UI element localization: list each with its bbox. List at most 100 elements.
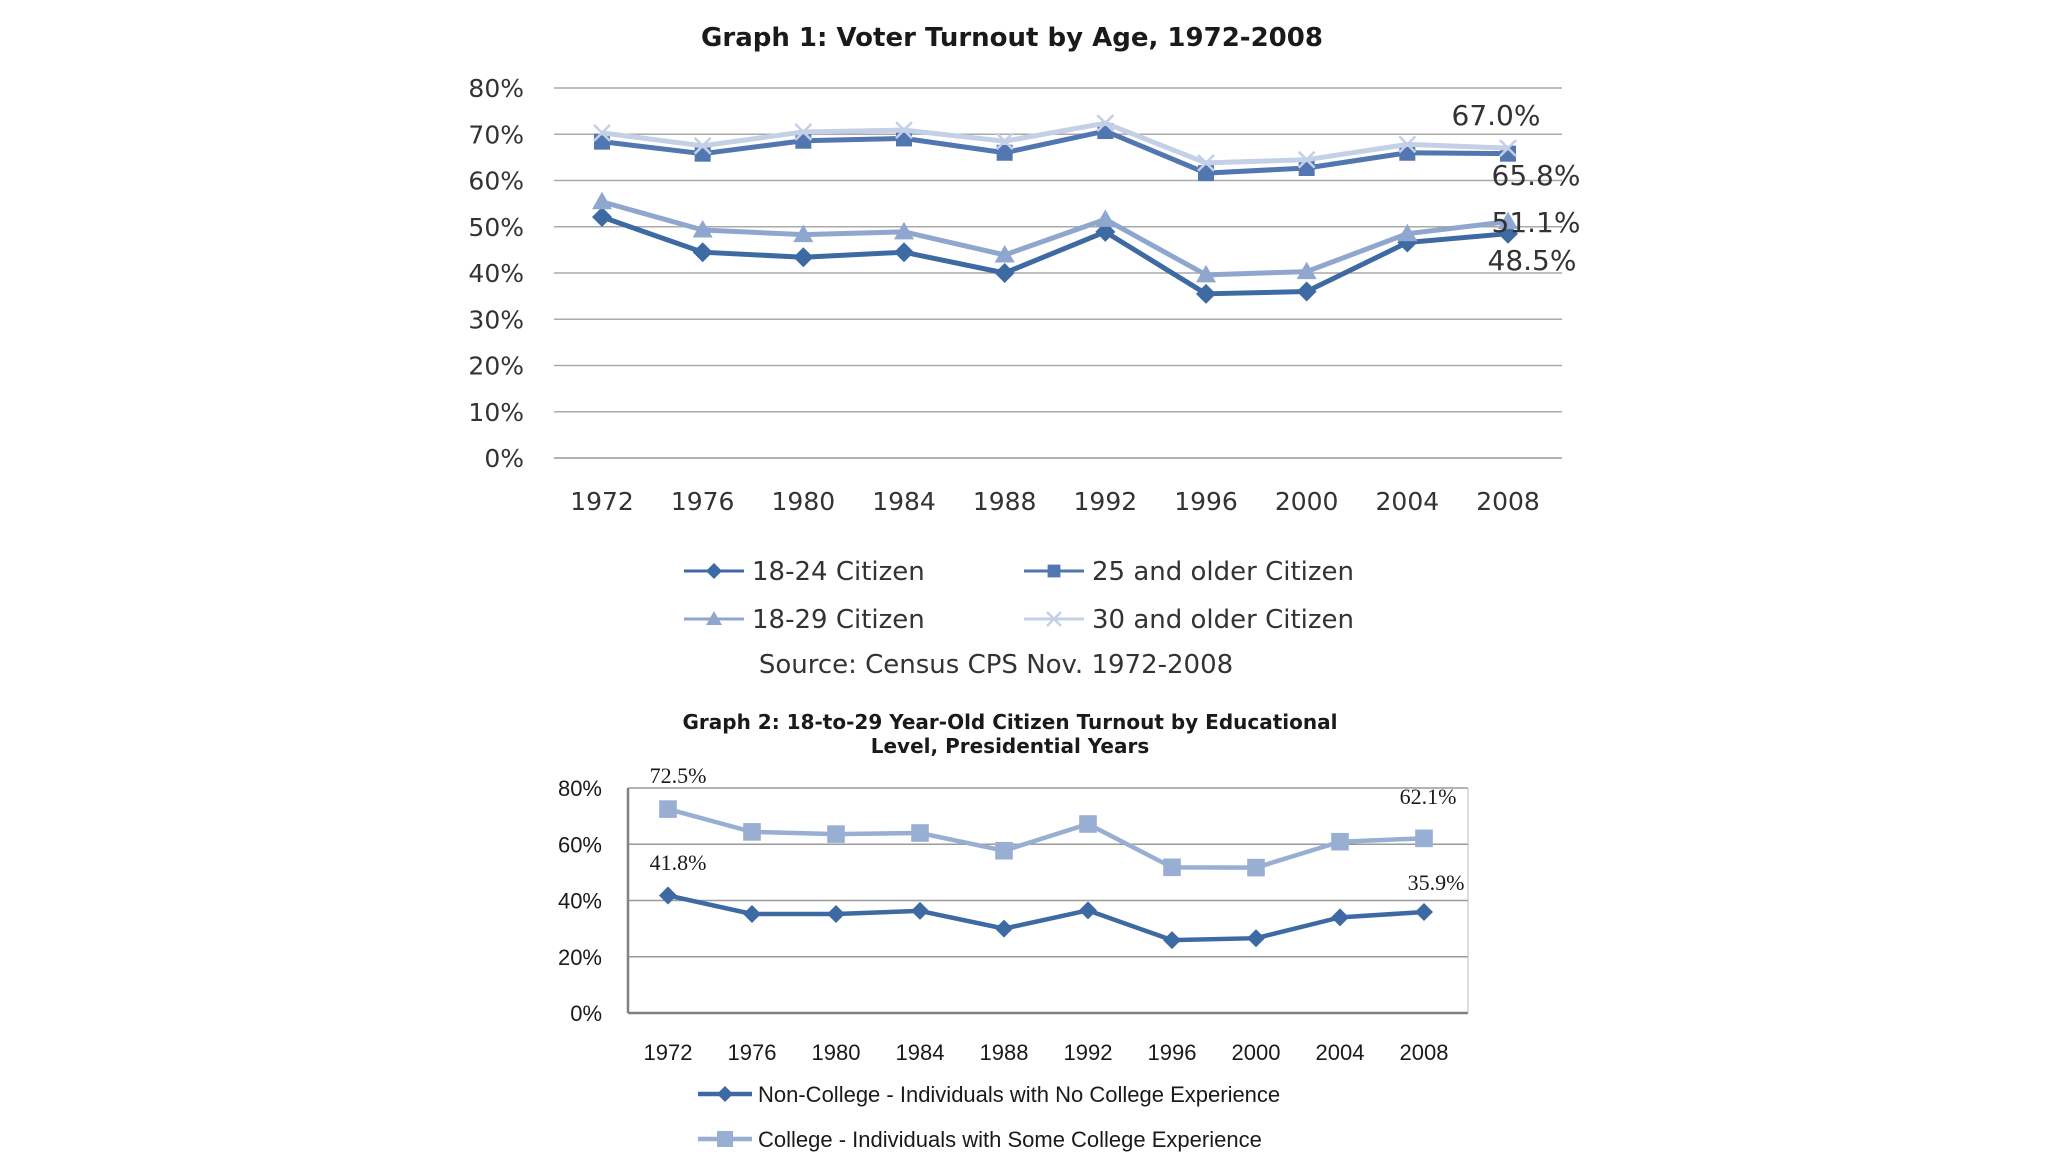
graph-1-y-tick: 70% [468, 120, 524, 149]
graph-1-series-line [601, 128, 1509, 176]
graph-2-x-tick: 1992 [1064, 1040, 1113, 1065]
graph-2: Graph 2: 18-to-29 Year-Old Citizen Turno… [558, 710, 1469, 1152]
graph-2-x-tick: 2008 [1400, 1040, 1449, 1065]
graph-1-x-tick: 1992 [1074, 487, 1138, 516]
graph-1-series-30-and-older-citizen [593, 114, 1517, 172]
graph-1-legend-marker [706, 563, 722, 579]
graph-1-series-line [601, 199, 1509, 278]
graph-1-data-point [1196, 283, 1216, 304]
graph-1-y-tick: 10% [468, 398, 524, 427]
graph-2-series-non-college [659, 886, 1433, 950]
graph-1-data-point [1298, 160, 1315, 177]
graph-2-legend-item: Non-College - Individuals with No Colleg… [698, 1082, 1280, 1107]
graph-2-data-point [911, 901, 929, 920]
graph-2-x-tick: 2004 [1316, 1040, 1365, 1065]
graph-1-x-tick: 1988 [973, 487, 1037, 516]
graph-1-y-tick: 40% [468, 259, 524, 288]
graph-1-legend-marker [1047, 564, 1061, 578]
graph-2-data-point [1331, 908, 1349, 927]
graph-1-data-point [1197, 154, 1215, 172]
graph-1-source: Source: Census CPS Nov. 1972-2008 [759, 650, 1233, 680]
graph-2-y-tick: 60% [558, 832, 602, 857]
graph-2-data-point [743, 905, 761, 923]
graph-1-data-point [692, 242, 713, 263]
graph-2-y-tick: 80% [558, 776, 602, 801]
graph-1-x-tick: 2004 [1376, 487, 1440, 516]
graph-2-data-point [1247, 858, 1265, 877]
graph-1-y-tick: 80% [468, 74, 524, 103]
graph-2-data-point [659, 886, 677, 905]
graph-2-data-point [1163, 931, 1181, 950]
graph-1-data-point [1096, 114, 1115, 133]
graph-2-data-point [1079, 901, 1097, 920]
graph-1-data-point [592, 207, 612, 228]
graph-2-y-tick: 40% [558, 889, 602, 914]
graph-2-data-point [827, 825, 845, 843]
graph-1-x-tick: 1980 [772, 487, 836, 516]
graph-2-legend-label: Non-College - Individuals with No Colleg… [758, 1082, 1280, 1107]
graph-1-y-tick: 50% [468, 213, 524, 242]
graph-1-data-point [592, 191, 612, 210]
graph-1-data-point [994, 263, 1015, 283]
graph-1-data-point [1297, 150, 1316, 169]
graph-2-data-label: 72.5% [650, 763, 707, 788]
graph-1-data-point [894, 221, 914, 240]
graph-1-legend-label: 25 and older Citizen [1092, 557, 1354, 587]
graph-1-data-point [1196, 264, 1216, 283]
graph-2-x-tick: 1988 [980, 1040, 1029, 1065]
graph-2-data-point [995, 919, 1013, 938]
graph-2-x-tick: 1996 [1148, 1040, 1197, 1065]
graph-1-data-point [793, 247, 814, 268]
graph-1-legend-label: 18-29 Citizen [752, 605, 925, 635]
graph-1-data-point [1296, 261, 1317, 280]
graph-1-data-point [593, 123, 611, 142]
graph-2-x-tick: 1980 [812, 1040, 861, 1065]
graph-1-data-point [1498, 211, 1518, 230]
graph-1-x-tick: 1972 [570, 487, 634, 516]
graph-1-data-point [1397, 223, 1418, 242]
graph-2-data-label: 62.1% [1400, 784, 1457, 809]
graph-1-data-point [996, 144, 1013, 161]
graph-2-data-point [1163, 858, 1181, 877]
graph-1-data-label: 65.8% [1492, 159, 1581, 192]
graph-1-data-point [1398, 135, 1417, 154]
graph-1-y-tick: 20% [468, 352, 524, 381]
graph-1-data-label: 67.0% [1452, 99, 1541, 132]
graph-1-data-point [994, 244, 1015, 263]
graph-2-data-point [827, 905, 845, 923]
graph-2-legend-marker [717, 1086, 733, 1102]
graph-1-legend-item: 18-29 Citizen [684, 605, 925, 635]
graph-2-legend-label: College - Individuals with Some College … [758, 1127, 1262, 1152]
graph-1-series-line [601, 120, 1509, 166]
graph-1-series-18-24-citizen [592, 207, 1518, 304]
graph-1-series-line [601, 214, 1509, 297]
graph-1-data-point [1499, 139, 1517, 158]
graph-1-y-tick: 60% [468, 167, 524, 196]
graph-1-legend-label: 18-24 Citizen [752, 557, 925, 587]
graph-2-x-tick: 2000 [1232, 1040, 1281, 1065]
graph-1-legend-item: 18-24 Citizen [684, 557, 925, 587]
graph-1-data-point [692, 219, 713, 238]
graph-2-title-line-1: Graph 2: 18-to-29 Year-Old Citizen Turno… [683, 710, 1338, 734]
graph-2-legend-item: College - Individuals with Some College … [698, 1127, 1262, 1152]
graph-1-data-point [793, 224, 814, 243]
graph-1-series-18-29-citizen [592, 191, 1518, 283]
graph-1-data-label: 48.5% [1488, 244, 1577, 277]
graph-1-data-point [1296, 281, 1317, 302]
graph-1-data-point [894, 242, 914, 263]
graph-1-title: Graph 1: Voter Turnout by Age, 1972-2008 [701, 23, 1323, 53]
graph-2-data-label: 35.9% [1408, 870, 1465, 895]
graph-2-legend-marker [717, 1131, 733, 1147]
graph-2-x-tick: 1972 [644, 1040, 693, 1065]
graph-1-x-tick: 1984 [872, 487, 936, 516]
graph-2-data-point [995, 841, 1013, 860]
graph-1-x-tick: 2008 [1476, 487, 1540, 516]
graph-1-data-point [995, 132, 1014, 151]
graph-2-data-point [911, 824, 929, 842]
graph-2-data-point [1415, 829, 1433, 848]
graph-1-data-point [693, 136, 712, 155]
graph-1-data-label: 51.1% [1492, 206, 1581, 239]
graph-2-data-point [1079, 815, 1097, 833]
graph-2-data-point [659, 800, 677, 818]
